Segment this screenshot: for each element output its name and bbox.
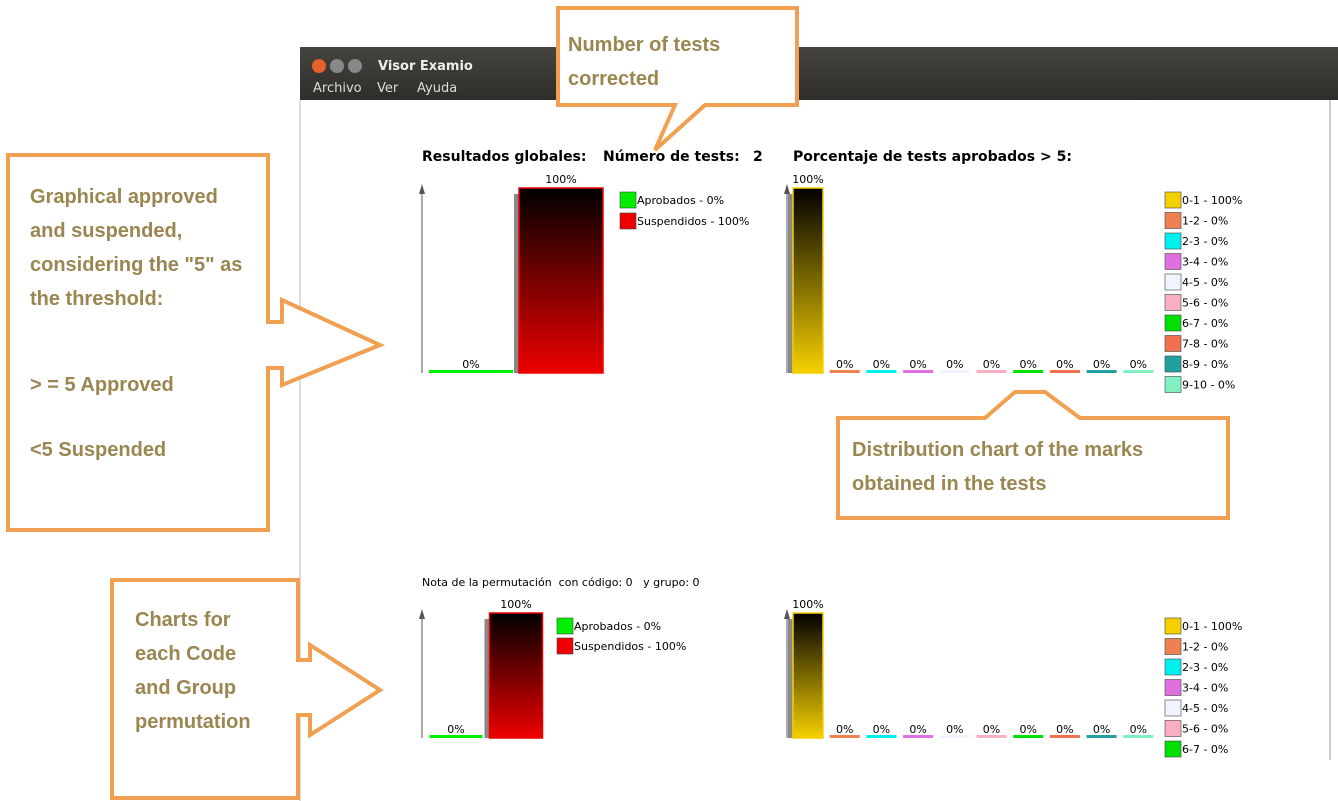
legend-swatch xyxy=(1165,213,1181,229)
legend-label: Aprobados - 0% xyxy=(574,620,661,633)
value-label: 0% xyxy=(909,358,926,371)
legend-swatch xyxy=(1165,618,1181,634)
callout-text: <5 Suspended xyxy=(30,433,258,467)
legend-label: Suspendidos - 100% xyxy=(637,215,749,228)
legend-label: 5-6 - 0% xyxy=(1182,297,1228,310)
value-label: 100% xyxy=(792,598,823,611)
axis-arrow xyxy=(784,609,790,619)
legend-swatch xyxy=(620,192,636,208)
legend-swatch xyxy=(1165,721,1181,737)
maximize-button[interactable] xyxy=(348,59,362,73)
legend-swatch xyxy=(1165,274,1181,290)
legend-label: 2-3 - 0% xyxy=(1182,661,1228,674)
value-label: 0% xyxy=(1093,723,1110,736)
value-label: 100% xyxy=(500,598,531,611)
legend-swatch xyxy=(1165,639,1181,655)
callout-text: Number of tests corrected xyxy=(568,28,773,96)
legend-label: 2-3 - 0% xyxy=(1182,235,1228,248)
legend-label: 0-1 - 100% xyxy=(1182,194,1242,207)
legend-swatch xyxy=(1165,741,1181,757)
value-label: 0% xyxy=(873,723,890,736)
value-label: 0% xyxy=(1093,358,1110,371)
legend-label: 1-2 - 0% xyxy=(1182,641,1228,654)
close-button[interactable] xyxy=(312,59,326,73)
legend-label: 4-5 - 0% xyxy=(1182,276,1228,289)
axis-arrow xyxy=(419,609,425,619)
legend-swatch xyxy=(1165,315,1181,331)
legend-label: 6-7 - 0% xyxy=(1182,317,1228,330)
tests-count: 2 xyxy=(753,149,763,165)
axis-arrow xyxy=(419,184,425,194)
legend-label: 5-6 - 0% xyxy=(1182,723,1228,736)
legend-swatch xyxy=(1165,233,1181,249)
value-label: 0% xyxy=(1056,358,1073,371)
legend-label: Aprobados - 0% xyxy=(637,194,724,207)
legend-label: 4-5 - 0% xyxy=(1182,702,1228,715)
value-label: 0% xyxy=(1130,723,1147,736)
legend-label: 8-9 - 0% xyxy=(1182,358,1228,371)
callout-text: > = 5 Approved xyxy=(30,368,258,402)
value-label: 0% xyxy=(1019,723,1036,736)
legend-label: 3-4 - 0% xyxy=(1182,256,1228,269)
axis-arrow xyxy=(784,184,790,194)
legend-swatch xyxy=(557,638,573,654)
tests-label: Número de tests: xyxy=(603,149,740,165)
legend-label: 3-4 - 0% xyxy=(1182,682,1228,695)
menu-item[interactable]: Ayuda xyxy=(417,81,457,96)
legend-swatch xyxy=(1165,295,1181,311)
global-label: Resultados globales: xyxy=(422,149,587,165)
legend-swatch xyxy=(1165,336,1181,352)
value-label: 0% xyxy=(836,723,853,736)
legend-label: 0-1 - 100% xyxy=(1182,620,1242,633)
legend-swatch xyxy=(1165,192,1181,208)
permutation-label: Nota de la permutación con código: 0 y g… xyxy=(422,576,700,589)
legend-swatch xyxy=(557,618,573,634)
minimize-button[interactable] xyxy=(330,59,344,73)
legend-swatch xyxy=(1165,680,1181,696)
legend-swatch xyxy=(1165,377,1181,393)
bar xyxy=(793,613,823,738)
value-label: 0% xyxy=(983,723,1000,736)
menu-item[interactable]: Ver xyxy=(377,81,399,96)
value-label: 0% xyxy=(873,358,890,371)
value-label: 0% xyxy=(983,358,1000,371)
window-title: Visor Examio xyxy=(378,59,473,74)
value-label: 0% xyxy=(836,358,853,371)
value-label: 0% xyxy=(946,723,963,736)
value-label: 0% xyxy=(447,723,464,736)
legend-label: 1-2 - 0% xyxy=(1182,215,1228,228)
legend-label: 7-8 - 0% xyxy=(1182,338,1228,351)
value-label: 0% xyxy=(946,358,963,371)
bar xyxy=(793,188,823,373)
callout-text: Distribution chart of the marks obtained… xyxy=(852,433,1222,501)
callout-text: Charts for each Code and Group permutati… xyxy=(135,603,275,739)
callout-text: Graphical approved and suspended, consid… xyxy=(30,180,258,316)
percent-label: Porcentaje de tests aprobados > 5: xyxy=(793,149,1072,165)
legend-swatch xyxy=(1165,254,1181,270)
legend-swatch xyxy=(1165,659,1181,675)
value-label: 0% xyxy=(462,358,479,371)
legend-swatch xyxy=(1165,356,1181,372)
menu-item[interactable]: Archivo xyxy=(313,81,362,96)
bar xyxy=(519,188,603,373)
value-label: 100% xyxy=(792,173,823,186)
legend-swatch xyxy=(620,213,636,229)
value-label: 100% xyxy=(545,173,576,186)
legend-label: Suspendidos - 100% xyxy=(574,640,686,653)
value-label: 0% xyxy=(1019,358,1036,371)
value-label: 0% xyxy=(1130,358,1147,371)
page: Visor Examio Archivo Ver Ayuda Resultado… xyxy=(0,0,1338,801)
bar xyxy=(490,613,543,738)
legend-swatch xyxy=(1165,700,1181,716)
legend-label: 6-7 - 0% xyxy=(1182,743,1228,756)
legend-label: 9-10 - 0% xyxy=(1182,379,1235,392)
value-label: 0% xyxy=(909,723,926,736)
value-label: 0% xyxy=(1056,723,1073,736)
